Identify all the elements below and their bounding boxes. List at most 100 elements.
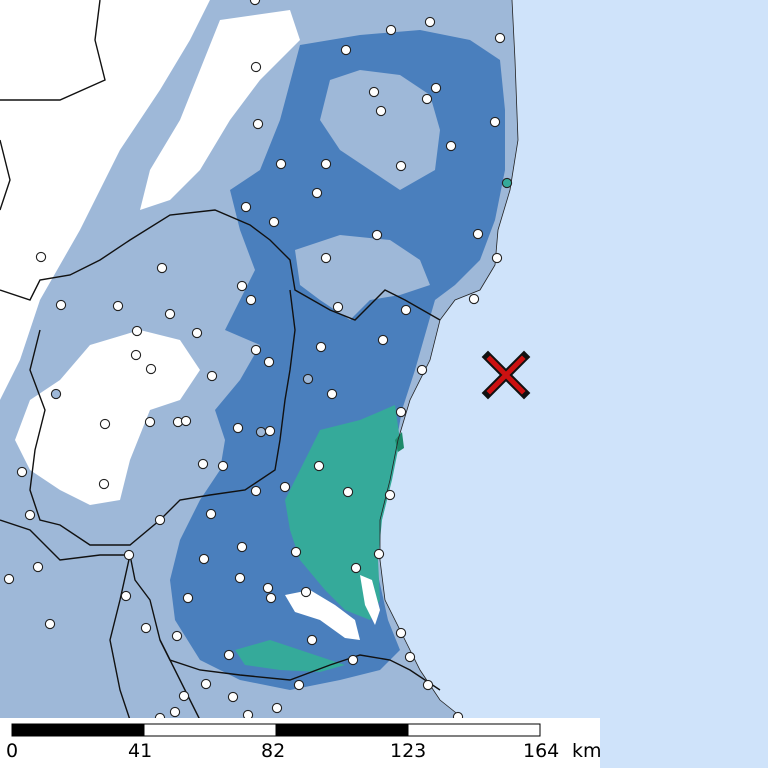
station-marker[interactable] (164, 308, 176, 320)
station-marker[interactable] (395, 406, 407, 418)
station-marker[interactable] (315, 341, 327, 353)
station-marker[interactable] (377, 334, 389, 346)
station-marker[interactable] (279, 481, 291, 493)
station-marker[interactable] (140, 622, 152, 634)
station-marker[interactable] (234, 572, 246, 584)
station-marker[interactable] (371, 229, 383, 241)
station-marker[interactable] (232, 422, 244, 434)
station-marker[interactable] (424, 16, 436, 28)
station-marker[interactable] (265, 592, 277, 604)
station-marker[interactable] (236, 280, 248, 292)
station-marker[interactable] (24, 509, 36, 521)
station-marker[interactable] (395, 160, 407, 172)
station-marker[interactable] (245, 294, 257, 306)
station-marker[interactable] (182, 592, 194, 604)
station-marker[interactable] (130, 349, 142, 361)
station-marker[interactable] (275, 158, 287, 170)
intensity-3-region (285, 405, 400, 620)
station-marker[interactable] (293, 679, 305, 691)
station-marker[interactable] (123, 549, 135, 561)
station-marker[interactable] (313, 460, 325, 472)
station-marker[interactable] (250, 344, 262, 356)
station-marker[interactable] (50, 388, 62, 400)
station-marker[interactable] (404, 651, 416, 663)
station-marker[interactable] (342, 486, 354, 498)
station-marker[interactable] (240, 201, 252, 213)
station-marker[interactable] (55, 299, 67, 311)
station-marker[interactable] (156, 262, 168, 274)
station-marker[interactable] (416, 364, 428, 376)
station-marker[interactable] (306, 634, 318, 646)
station-marker[interactable] (347, 654, 359, 666)
station-marker[interactable] (255, 426, 267, 438)
station-marker[interactable] (340, 44, 352, 56)
station-marker[interactable] (145, 363, 157, 375)
station-marker[interactable] (385, 24, 397, 36)
station-marker[interactable] (205, 508, 217, 520)
station-marker[interactable] (445, 140, 457, 152)
station-marker[interactable] (200, 678, 212, 690)
station-marker[interactable] (264, 425, 276, 437)
station-marker[interactable] (494, 32, 506, 44)
station-marker[interactable] (191, 327, 203, 339)
station-marker[interactable] (350, 562, 362, 574)
station-marker[interactable] (395, 627, 407, 639)
station-marker[interactable] (320, 252, 332, 264)
station-marker[interactable] (169, 706, 181, 718)
station-marker[interactable] (154, 514, 166, 526)
station-marker[interactable] (236, 541, 248, 553)
scale-segment-1 (11, 723, 145, 737)
station-marker[interactable] (178, 690, 190, 702)
station-marker[interactable] (206, 370, 218, 382)
station-marker[interactable] (400, 304, 412, 316)
station-marker[interactable] (421, 93, 433, 105)
station-marker[interactable] (198, 553, 210, 565)
station-marker[interactable] (3, 573, 15, 585)
station-marker[interactable] (217, 460, 229, 472)
station-marker[interactable] (120, 590, 132, 602)
station-marker[interactable] (326, 388, 338, 400)
station-marker[interactable] (375, 105, 387, 117)
station-marker[interactable] (171, 630, 183, 642)
station-marker[interactable] (32, 561, 44, 573)
epicenter-x-mark-icon[interactable] (481, 350, 531, 400)
station-marker[interactable] (131, 325, 143, 337)
station-marker[interactable] (252, 118, 264, 130)
station-marker[interactable] (180, 415, 192, 427)
station-marker[interactable] (368, 86, 380, 98)
station-marker[interactable] (197, 458, 209, 470)
station-marker[interactable] (311, 187, 323, 199)
station-marker[interactable] (271, 702, 283, 714)
station-marker[interactable] (112, 300, 124, 312)
station-marker[interactable] (491, 252, 503, 264)
station-marker[interactable] (430, 82, 442, 94)
station-marker[interactable] (302, 373, 314, 385)
station-marker[interactable] (16, 466, 28, 478)
station-marker[interactable] (250, 485, 262, 497)
station-marker[interactable] (262, 582, 274, 594)
station-marker[interactable] (249, 0, 261, 6)
station-marker[interactable] (468, 293, 480, 305)
station-marker[interactable] (501, 177, 513, 189)
station-marker[interactable] (250, 61, 262, 73)
intensity-2-region (170, 30, 505, 690)
station-marker[interactable] (472, 228, 484, 240)
station-marker[interactable] (489, 116, 501, 128)
station-marker[interactable] (373, 548, 385, 560)
station-marker[interactable] (144, 416, 156, 428)
station-marker[interactable] (263, 356, 275, 368)
station-marker[interactable] (227, 691, 239, 703)
station-marker[interactable] (98, 478, 110, 490)
station-marker[interactable] (223, 649, 235, 661)
station-marker[interactable] (290, 546, 302, 558)
station-marker[interactable] (332, 301, 344, 313)
station-marker[interactable] (422, 679, 434, 691)
station-marker[interactable] (320, 158, 332, 170)
station-marker[interactable] (44, 618, 56, 630)
station-marker[interactable] (300, 586, 312, 598)
station-marker[interactable] (35, 251, 47, 263)
station-marker[interactable] (384, 489, 396, 501)
station-marker[interactable] (268, 216, 280, 228)
station-marker[interactable] (99, 418, 111, 430)
